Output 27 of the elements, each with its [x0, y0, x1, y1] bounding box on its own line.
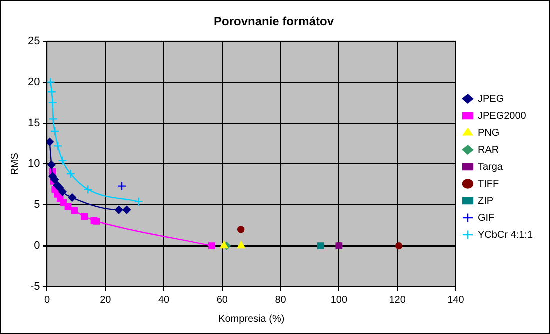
chart-title: Porovnanie formátov: [214, 14, 334, 29]
legend-label: GIF: [478, 212, 495, 224]
y-tick-label: 15: [28, 117, 40, 130]
x-tick-label: 100: [330, 294, 348, 306]
legend-label: TIFF: [478, 178, 500, 190]
x-tick-label: 40: [158, 294, 170, 306]
y-axis-title: RMS: [10, 152, 21, 176]
legend-label: JPEG2000: [478, 110, 527, 122]
x-tick-label: 140: [448, 294, 465, 306]
legend-label: ZIP: [478, 196, 494, 207]
legend-label: PNG: [478, 128, 500, 139]
legend-label: RAR: [478, 144, 500, 156]
y-tick-label: 25: [28, 35, 40, 48]
y-tick-label: 20: [28, 76, 40, 88]
x-tick-label: 60: [216, 294, 228, 306]
legend-label: JPEG: [478, 94, 504, 105]
y-tick-label: 5: [34, 199, 40, 212]
x-tick-label: 120: [389, 294, 406, 306]
y-tick-label: 0: [34, 240, 40, 252]
x-tick-label: 80: [275, 294, 287, 306]
legend-label: Targa: [478, 162, 504, 173]
y-tick-label: -5: [30, 281, 40, 294]
x-axis-title: Kompresia (%): [218, 314, 285, 325]
legend-label: YCbCr 4:1:1: [478, 230, 534, 241]
y-tick-label: 10: [28, 158, 40, 170]
x-tick-label: 20: [100, 294, 112, 306]
x-tick-label: 0: [44, 294, 50, 306]
